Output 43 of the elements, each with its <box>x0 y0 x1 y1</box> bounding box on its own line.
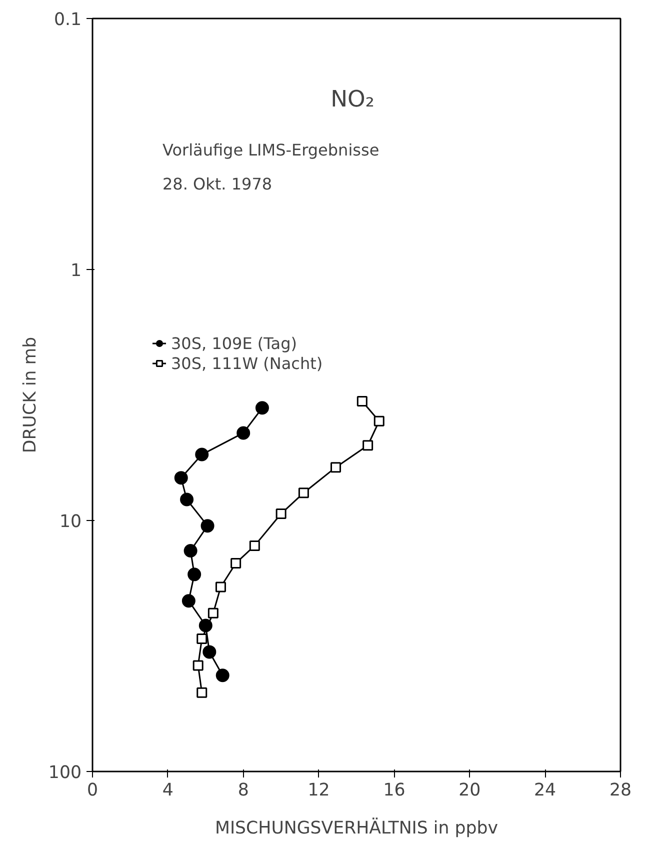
point <box>356 396 368 407</box>
text: NO₂ <box>330 86 374 112</box>
x-tick-label: 4 <box>162 780 174 800</box>
point <box>200 519 214 533</box>
point <box>208 608 218 618</box>
point <box>174 471 188 485</box>
point <box>230 558 242 568</box>
point <box>216 668 230 682</box>
point <box>188 568 202 582</box>
point <box>236 426 250 440</box>
y-tick-label: 10 <box>59 512 82 532</box>
x-tick-label: 8 <box>238 780 249 800</box>
legend-label: 30S, 109E (Tag) <box>171 334 297 352</box>
x-tick-label: 12 <box>308 780 330 800</box>
y-tick-label: 100 <box>48 763 82 783</box>
point <box>298 488 309 498</box>
annotation: Vorläufige LIMS-Ergebnisse <box>162 140 380 160</box>
point <box>255 401 269 415</box>
x-axis-title: MISCHUNGSVERHÄLTNIS in ppbv <box>215 818 498 838</box>
point <box>182 594 196 608</box>
point <box>196 634 208 644</box>
y-tick-label: 1 <box>70 261 82 281</box>
point <box>196 687 208 698</box>
x-tick-label: 0 <box>86 780 98 800</box>
point <box>195 448 209 462</box>
y-tick-label: 0.1 <box>54 10 82 30</box>
point <box>184 544 198 558</box>
x-tick-label: 24 <box>534 780 556 800</box>
annotation: 28. Okt. 1978 <box>162 174 272 194</box>
x-tick-label: 16 <box>383 780 406 800</box>
legend-label: 30S, 111W (Nacht) <box>171 354 323 372</box>
x-tick-label: 20 <box>458 780 481 800</box>
point <box>180 492 194 506</box>
point <box>374 416 384 426</box>
point <box>362 440 374 451</box>
point <box>330 462 342 473</box>
point <box>202 645 216 659</box>
y-axis-title: DRUCK in mb <box>20 336 40 454</box>
point <box>192 660 204 671</box>
point <box>215 582 226 592</box>
point <box>276 508 286 520</box>
point <box>249 540 260 551</box>
x-tick-label: 28 <box>609 780 632 800</box>
